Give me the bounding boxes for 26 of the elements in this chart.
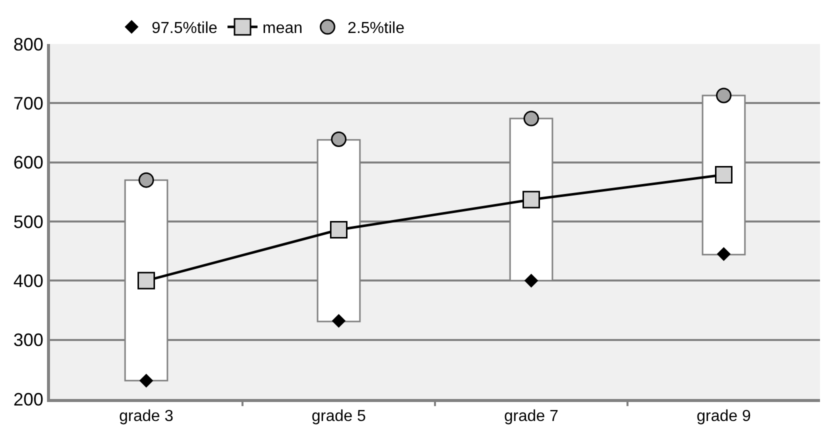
point bbox=[138, 272, 155, 290]
y-tick-label: 600 bbox=[13, 152, 44, 173]
point bbox=[524, 274, 538, 288]
x-tick-label: grade 9 bbox=[696, 408, 751, 426]
y-tick-label: 500 bbox=[13, 212, 44, 232]
y-tick-label: 200 bbox=[13, 389, 44, 410]
point bbox=[715, 166, 732, 184]
point bbox=[522, 190, 540, 208]
legend-label: 2.5%tile bbox=[348, 20, 405, 38]
y-tick-label: 700 bbox=[13, 93, 44, 114]
y-tick-label: 800 bbox=[13, 34, 44, 54]
x-tick-label: grade 5 bbox=[312, 408, 366, 426]
point bbox=[138, 172, 154, 188]
point bbox=[524, 110, 539, 126]
y-tick-label: 400 bbox=[13, 270, 44, 291]
x-tick-label: grade 7 bbox=[504, 408, 558, 426]
x-tick-label: grade 3 bbox=[119, 408, 174, 426]
point bbox=[717, 247, 730, 261]
point bbox=[332, 314, 346, 328]
point bbox=[330, 221, 348, 239]
point bbox=[140, 374, 153, 388]
point bbox=[716, 88, 732, 104]
point bbox=[331, 132, 346, 148]
legend-label: 97.5%tile bbox=[152, 20, 218, 38]
legend-label: mean bbox=[262, 20, 303, 38]
y-tick-label: 300 bbox=[13, 330, 44, 350]
